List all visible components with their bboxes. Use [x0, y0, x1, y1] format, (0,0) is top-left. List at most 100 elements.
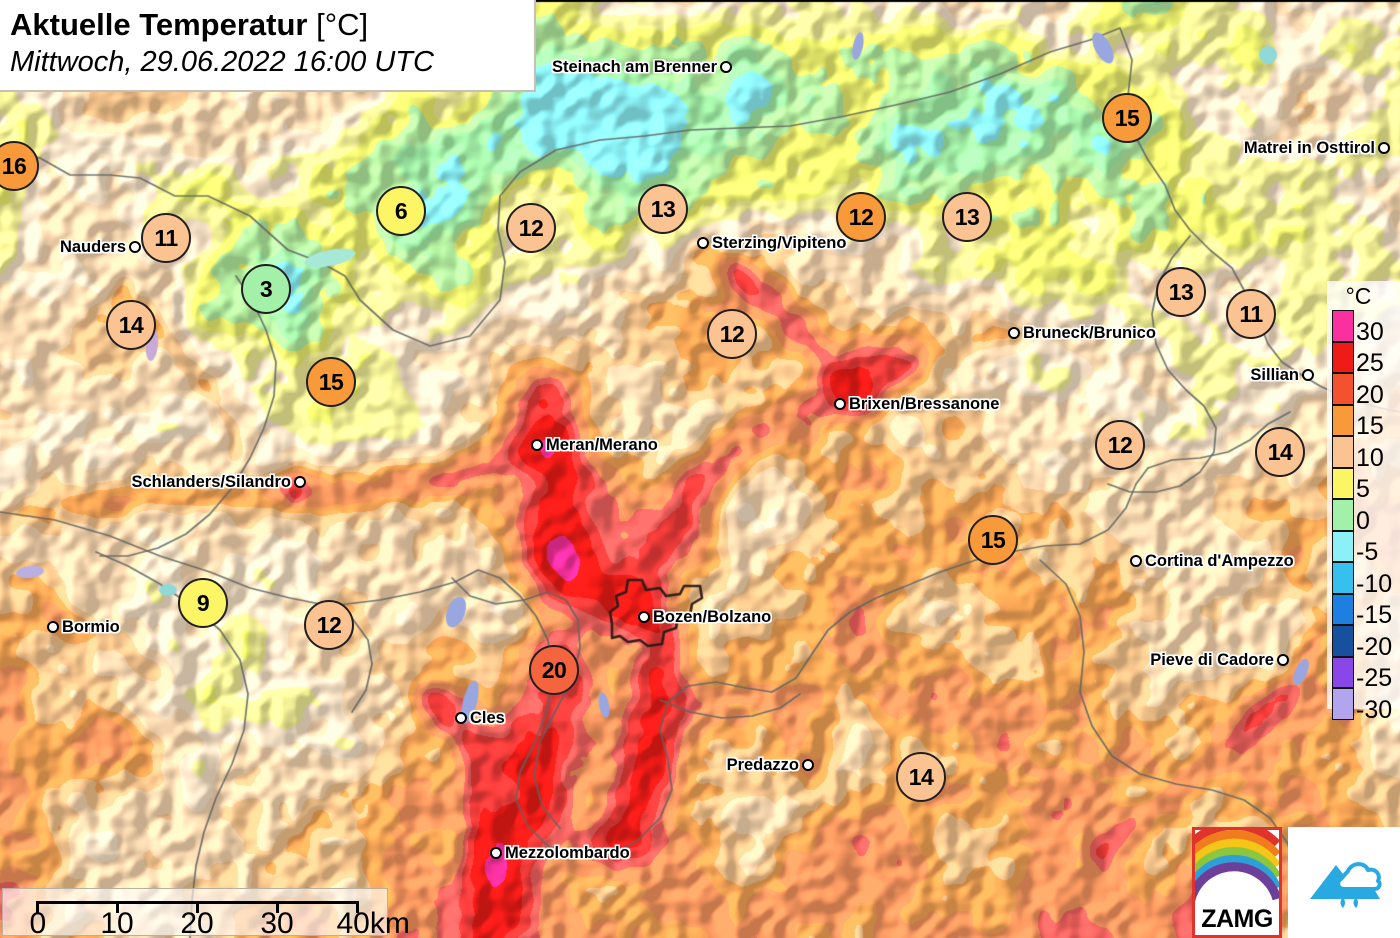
- legend-swatch: [1332, 530, 1354, 562]
- city-dot-icon: [638, 611, 650, 623]
- station-temperature-marker[interactable]: 12: [707, 309, 757, 359]
- legend-swatch: [1332, 373, 1354, 405]
- city-marker[interactable]: Matrei in Osttirol: [1244, 139, 1390, 157]
- city-marker[interactable]: Meran/Merano: [531, 435, 658, 454]
- station-temperature-marker[interactable]: 12: [1095, 420, 1145, 470]
- city-label: Schlanders/Silandro: [131, 472, 291, 491]
- legend-tick-label: 30: [1356, 317, 1384, 346]
- legend-tick-label: -5: [1356, 538, 1379, 567]
- legend-swatch: [1332, 404, 1354, 436]
- station-temperature-marker[interactable]: 3: [241, 264, 291, 314]
- station-temperature-marker[interactable]: 9: [178, 578, 228, 628]
- legend-tick-label: -25: [1356, 664, 1393, 693]
- legend-swatch: [1332, 499, 1354, 531]
- city-marker[interactable]: Brixen/Bressanone: [834, 394, 1000, 413]
- legend-swatch: [1332, 310, 1354, 342]
- legend-tick-label: 25: [1356, 349, 1384, 378]
- station-temperature-marker[interactable]: 12: [304, 600, 354, 650]
- legend-tick-label: -30: [1356, 695, 1393, 724]
- city-label: Mezzolombardo: [505, 843, 630, 862]
- city-marker[interactable]: Nauders: [60, 238, 141, 256]
- station-temperature-marker[interactable]: 20: [529, 645, 579, 695]
- scale-label: 10: [100, 907, 134, 938]
- city-marker[interactable]: Sterzing/Vipiteno: [697, 234, 846, 252]
- city-label: Brixen/Bressanone: [849, 394, 1000, 413]
- city-dot-icon: [802, 759, 814, 771]
- station-temperature-marker[interactable]: 11: [141, 213, 191, 263]
- legend-unit-label: °C: [1345, 283, 1372, 309]
- city-label: Bormio: [62, 617, 120, 636]
- city-marker[interactable]: Pieve di Cadore: [1150, 650, 1289, 669]
- station-temperature-marker[interactable]: 15: [968, 515, 1018, 565]
- page-title-unit: [°C]: [316, 7, 369, 42]
- station-temperature-marker[interactable]: 15: [1102, 93, 1152, 143]
- city-marker[interactable]: Bozen/Bolzano: [638, 607, 772, 626]
- station-temperature-marker[interactable]: 14: [896, 752, 946, 802]
- city-marker[interactable]: Mezzolombardo: [490, 843, 630, 862]
- legend-row: -20: [1327, 625, 1400, 661]
- legend-swatch: [1332, 562, 1354, 594]
- city-dot-icon: [1302, 369, 1314, 381]
- station-temperature-marker[interactable]: 13: [1156, 267, 1206, 317]
- weather-service-logo[interactable]: [1288, 827, 1400, 938]
- station-temperature-marker[interactable]: 14: [106, 300, 156, 350]
- legend-swatch: [1332, 593, 1354, 625]
- scale-label: 30: [260, 907, 294, 938]
- station-temperature-marker[interactable]: 12: [506, 203, 556, 253]
- page-subtitle-timestamp: Mittwoch, 29.06.2022 16:00 UTC: [10, 46, 434, 78]
- city-marker[interactable]: Schlanders/Silandro: [131, 472, 306, 491]
- city-label: Pieve di Cadore: [1150, 650, 1274, 669]
- station-temperature-marker[interactable]: 14: [1255, 427, 1305, 477]
- legend-swatch: [1332, 688, 1354, 720]
- city-marker[interactable]: Predazzo: [726, 755, 814, 774]
- station-temperature-marker[interactable]: 13: [942, 192, 992, 242]
- city-label: Bozen/Bolzano: [653, 607, 772, 626]
- city-label: Sillian: [1250, 365, 1299, 384]
- legend-tick-label: 0: [1356, 506, 1370, 535]
- page-title: Aktuelle Temperatur [°C]: [10, 6, 524, 44]
- city-marker[interactable]: Bruneck/Brunico: [1008, 324, 1156, 342]
- station-temperature-marker[interactable]: 15: [306, 357, 356, 407]
- station-temperature-marker[interactable]: 6: [376, 186, 426, 236]
- city-marker[interactable]: Sillian: [1250, 365, 1314, 384]
- zamg-logo[interactable]: ZAMG: [1192, 827, 1282, 938]
- legend-tick-label: -20: [1356, 632, 1393, 661]
- legend-swatch: [1332, 656, 1354, 688]
- city-marker[interactable]: Bormio: [47, 617, 120, 636]
- station-temperature-marker[interactable]: 12: [836, 192, 886, 242]
- scale-tick: [115, 901, 119, 913]
- city-label: Predazzo: [726, 755, 799, 774]
- legend-row: 5: [1327, 467, 1400, 504]
- city-label: Steinach am Brenner: [551, 57, 717, 76]
- city-marker[interactable]: Steinach am Brenner: [551, 57, 732, 76]
- legend-tick-label: -15: [1356, 601, 1393, 630]
- legend-swatch: [1332, 436, 1354, 468]
- scale-tick: [355, 901, 359, 913]
- map-title-box: Aktuelle Temperatur [°C] Mittwoch, 29.06…: [0, 0, 536, 92]
- page-title-main: Aktuelle Temperatur: [10, 7, 308, 42]
- station-temperature-marker[interactable]: 13: [638, 184, 688, 234]
- city-marker[interactable]: Cles: [455, 709, 505, 727]
- scale-label: 20: [180, 907, 214, 938]
- legend-swatch: [1332, 625, 1354, 657]
- legend-tick-label: 5: [1356, 475, 1370, 504]
- city-dot-icon: [294, 476, 306, 488]
- mountain-cloud-icon: [1310, 862, 1382, 908]
- legend-tick-label: 15: [1356, 412, 1384, 441]
- city-dot-icon: [531, 439, 543, 451]
- legend-row: -15: [1327, 593, 1400, 630]
- legend-row: 25: [1327, 341, 1400, 378]
- city-dot-icon: [490, 847, 502, 859]
- city-dot-icon: [1008, 327, 1020, 339]
- legend-row: -5: [1327, 530, 1400, 567]
- city-marker[interactable]: Cortina d'Ampezzo: [1130, 552, 1294, 570]
- station-temperature-marker[interactable]: 11: [1226, 289, 1276, 339]
- legend-swatch: [1332, 341, 1354, 373]
- scale-label: 0: [29, 907, 47, 938]
- city-dot-icon: [697, 237, 709, 249]
- station-temperature-marker[interactable]: 16: [0, 141, 39, 191]
- city-label: Meran/Merano: [546, 435, 658, 454]
